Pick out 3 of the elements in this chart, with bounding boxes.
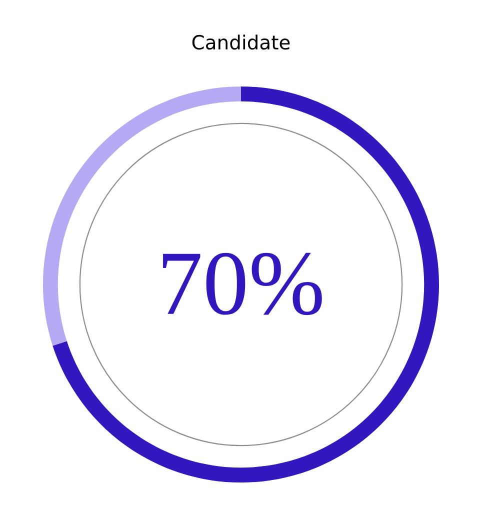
donut-slice — [52, 86, 440, 482]
chart-title: Candidate — [192, 34, 290, 50]
text: 70% — [163, 252, 322, 316]
